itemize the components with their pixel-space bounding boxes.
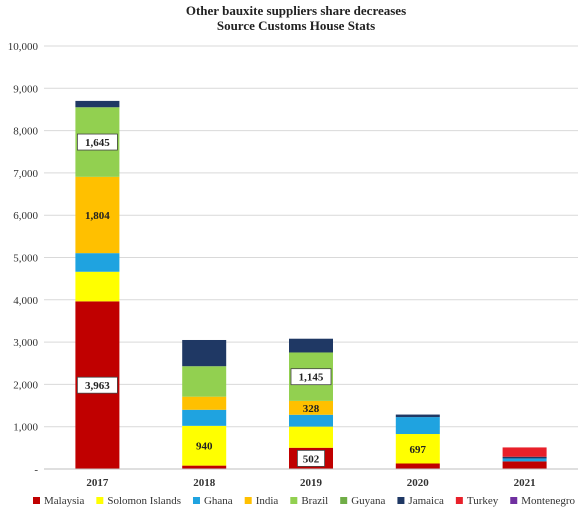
- data-label-text: 3,963: [85, 380, 110, 392]
- bar-2017-india: [75, 176, 120, 254]
- data-label-box: [296, 449, 325, 467]
- data-label-text: 328: [303, 403, 320, 415]
- legend-swatch: [33, 497, 40, 504]
- data-label-box: [77, 133, 118, 151]
- legend-swatch: [96, 497, 104, 504]
- bar-2017-ghana: [75, 253, 120, 272]
- bar-2019-ghana: [289, 414, 333, 427]
- y-axis: - 1,000 2,000 3,000 4,000 5,000 6,000 7,000 8,00…: [8, 41, 39, 476]
- legend-item-guyana: Guyana: [340, 495, 386, 507]
- data-label: 502: [296, 449, 325, 467]
- data-label-box: [290, 368, 332, 386]
- legend-label: Brazil: [301, 495, 328, 507]
- x-tick-label: 2017: [86, 477, 109, 489]
- legend-item-brazil: Brazil: [290, 495, 328, 507]
- legend-label: Guyana: [351, 495, 385, 507]
- data-label: 697: [410, 444, 427, 456]
- data-label-text: 1,804: [85, 210, 110, 222]
- bar-2021-turkey: [502, 447, 547, 457]
- bar-2021-jamaica: [502, 456, 547, 459]
- bar-2020-ghana: [395, 417, 440, 435]
- chart-title: Other bauxite suppliers share decreases: [186, 3, 406, 18]
- x-tick-label: 2020: [407, 477, 430, 489]
- bar-2019-solomon-islands: [289, 426, 333, 448]
- legend-item-montenegro: Montenegro: [510, 495, 576, 507]
- x-tick-label: 2018: [193, 477, 216, 489]
- gridlines: [44, 45, 578, 470]
- bar-2021-malaysia: [502, 461, 547, 469]
- y-tick-label: 1,000: [13, 422, 38, 434]
- data-label-text: 940: [196, 441, 213, 453]
- data-label-text: 502: [303, 453, 320, 465]
- bar-2018-solomon-islands: [182, 425, 227, 466]
- data-label-text: 1,145: [299, 372, 324, 384]
- legend-swatch: [340, 497, 348, 504]
- data-label: 1,145: [290, 368, 332, 386]
- bar-2017-jamaica: [75, 100, 120, 108]
- legend-swatch: [455, 497, 463, 504]
- y-tick-label: 4,000: [13, 295, 38, 307]
- data-label: 940: [196, 441, 213, 453]
- legend-label: Ghana: [204, 495, 233, 507]
- legend-label: Montenegro: [521, 495, 575, 507]
- y-tick-label: -: [34, 464, 38, 476]
- bar-2020-malaysia: [395, 463, 440, 469]
- legend-item-jamaica: Jamaica: [397, 495, 444, 507]
- data-labels: 3,963 1,804 1,645 940 502 328 1,145 697: [77, 133, 427, 467]
- legend-swatch: [397, 497, 405, 504]
- legend-swatch: [244, 497, 252, 504]
- bar-2018-india: [182, 396, 227, 410]
- x-tick-label: 2019: [300, 477, 323, 489]
- bar-2018-brazil: [182, 366, 227, 397]
- bar-2018-jamaica: [182, 339, 227, 367]
- data-label-box: [77, 376, 118, 394]
- bar-2021-ghana: [502, 458, 547, 462]
- data-label: 1,804: [85, 210, 110, 222]
- chart-subtitle: Source Customs House Stats: [217, 18, 375, 33]
- legend-swatch: [510, 497, 518, 504]
- legend-item-ghana: Ghana: [192, 495, 233, 507]
- legend-label: Turkey: [467, 495, 499, 507]
- legend-label: India: [256, 495, 279, 507]
- bar-2018-ghana: [182, 409, 227, 426]
- bar-2020-jamaica: [395, 414, 440, 418]
- bar-2018-malaysia: [182, 465, 227, 469]
- legend-label: Solomon Islands: [107, 495, 181, 507]
- x-tick-label: 2021: [514, 477, 536, 489]
- legend-item-turkey: Turkey: [455, 495, 499, 507]
- data-label: 328: [303, 403, 320, 415]
- legend: Malaysia Solomon Islands Ghana India Brazil G…: [33, 495, 576, 507]
- y-tick-label: 8,000: [13, 126, 38, 138]
- data-label-text: 1,645: [85, 137, 110, 149]
- x-axis: 2017 2018 2019 2020 2021: [44, 468, 578, 489]
- y-tick-label: 7,000: [13, 168, 38, 180]
- legend-item-malaysia: Malaysia: [33, 495, 84, 507]
- bar-2019-jamaica: [289, 338, 333, 353]
- legend-item-india: India: [244, 495, 279, 507]
- y-tick-label: 2,000: [13, 379, 38, 391]
- data-label: 1,645: [77, 133, 118, 151]
- bar-2020-solomon-islands: [395, 434, 440, 464]
- y-tick-label: 10,000: [8, 41, 39, 53]
- bar-2017-solomon-islands: [75, 271, 120, 302]
- bar-2019-india: [289, 400, 333, 415]
- data-label: 3,963: [77, 376, 118, 394]
- y-tick-label: 9,000: [13, 83, 38, 95]
- y-tick-label: 3,000: [13, 337, 38, 349]
- legend-swatch: [290, 497, 298, 504]
- y-tick-label: 6,000: [13, 210, 38, 222]
- data-label-text: 697: [410, 444, 427, 456]
- legend-label: Jamaica: [408, 495, 444, 507]
- legend-swatch: [192, 497, 200, 504]
- y-tick-label: 5,000: [13, 253, 38, 265]
- legend-item-solomon-islands: Solomon Islands: [96, 495, 181, 507]
- legend-label: Malaysia: [44, 495, 84, 507]
